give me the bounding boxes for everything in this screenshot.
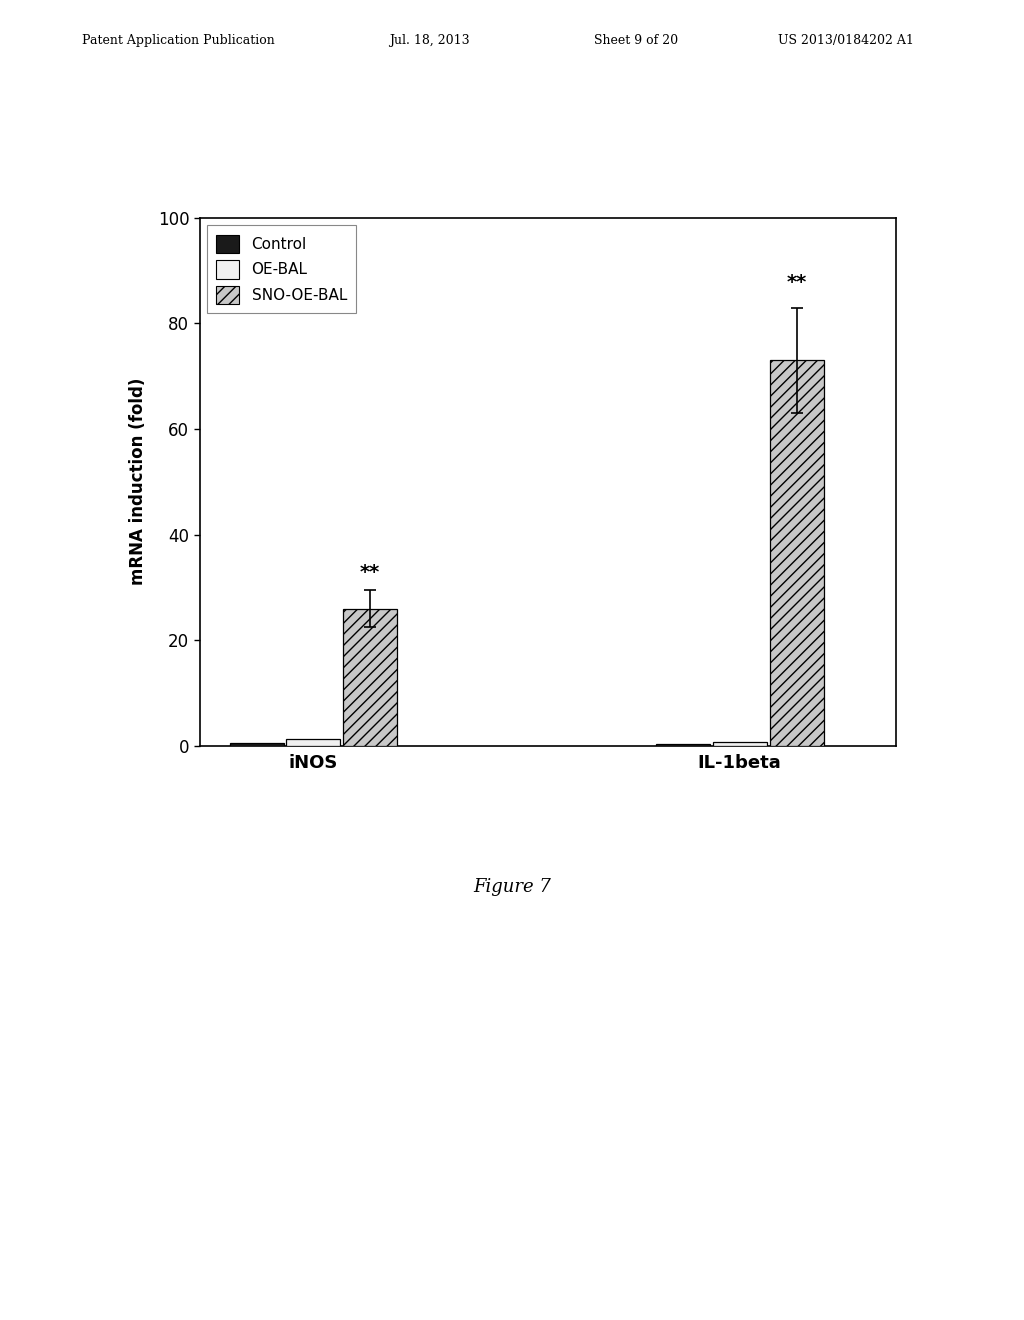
Text: Patent Application Publication: Patent Application Publication — [82, 34, 274, 48]
Bar — [287, 739, 340, 746]
Text: **: ** — [786, 273, 807, 292]
Bar — [343, 609, 397, 746]
Bar — [229, 743, 284, 746]
Bar — [769, 360, 823, 746]
Legend: Control, OE-BAL, SNO-OE-BAL: Control, OE-BAL, SNO-OE-BAL — [207, 226, 356, 313]
Bar — [713, 742, 767, 746]
Text: **: ** — [360, 564, 380, 582]
Bar — [655, 744, 710, 746]
Text: US 2013/0184202 A1: US 2013/0184202 A1 — [778, 34, 914, 48]
Text: Figure 7: Figure 7 — [473, 878, 551, 896]
Y-axis label: mRNA induction (fold): mRNA induction (fold) — [129, 378, 146, 586]
Text: Jul. 18, 2013: Jul. 18, 2013 — [389, 34, 470, 48]
Text: Sheet 9 of 20: Sheet 9 of 20 — [594, 34, 678, 48]
